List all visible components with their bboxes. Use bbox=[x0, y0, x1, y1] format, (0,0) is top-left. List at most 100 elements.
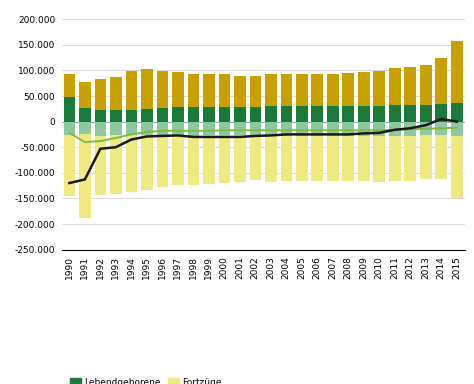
Bar bbox=[389, 68, 401, 105]
Bar bbox=[436, 58, 447, 104]
Bar bbox=[420, 105, 432, 122]
Bar bbox=[358, 122, 370, 136]
Bar bbox=[126, 110, 137, 122]
Bar bbox=[451, 103, 463, 122]
Bar bbox=[219, 74, 230, 107]
Bar bbox=[389, 105, 401, 122]
Bar bbox=[203, 122, 215, 136]
Bar bbox=[265, 136, 277, 182]
Bar bbox=[156, 108, 168, 122]
Bar bbox=[404, 136, 416, 181]
Bar bbox=[327, 122, 338, 136]
Bar bbox=[172, 73, 183, 107]
Bar bbox=[188, 136, 199, 185]
Bar bbox=[234, 136, 246, 182]
Bar bbox=[188, 107, 199, 122]
Bar bbox=[94, 122, 106, 136]
Bar bbox=[296, 122, 308, 136]
Bar bbox=[141, 69, 153, 109]
Bar bbox=[265, 106, 277, 122]
Bar bbox=[296, 106, 308, 122]
Bar bbox=[156, 71, 168, 108]
Bar bbox=[94, 110, 106, 122]
Bar bbox=[141, 109, 153, 122]
Bar bbox=[327, 106, 338, 122]
Bar bbox=[404, 122, 416, 136]
Bar bbox=[126, 122, 137, 136]
Bar bbox=[281, 74, 292, 106]
Bar bbox=[265, 74, 277, 106]
Bar bbox=[358, 106, 370, 122]
Bar bbox=[420, 65, 432, 105]
Bar bbox=[110, 122, 122, 136]
Bar bbox=[389, 122, 401, 136]
Bar bbox=[358, 73, 370, 106]
Bar bbox=[110, 77, 122, 110]
Bar bbox=[343, 136, 354, 181]
Bar bbox=[79, 134, 91, 218]
Bar bbox=[249, 136, 261, 180]
Bar bbox=[296, 136, 308, 181]
Bar bbox=[79, 122, 91, 134]
Bar bbox=[436, 122, 447, 136]
Bar bbox=[219, 136, 230, 183]
Bar bbox=[79, 82, 91, 108]
Bar bbox=[110, 136, 122, 194]
Bar bbox=[156, 136, 168, 187]
Bar bbox=[172, 136, 183, 185]
Bar bbox=[343, 122, 354, 136]
Bar bbox=[126, 136, 137, 192]
Bar bbox=[374, 71, 385, 106]
Bar bbox=[451, 41, 463, 103]
Bar bbox=[94, 136, 106, 195]
Bar bbox=[311, 122, 323, 136]
Bar bbox=[203, 136, 215, 184]
Bar bbox=[343, 73, 354, 106]
Bar bbox=[265, 122, 277, 136]
Bar bbox=[156, 122, 168, 136]
Bar bbox=[281, 106, 292, 122]
Bar bbox=[404, 67, 416, 105]
Bar bbox=[234, 76, 246, 107]
Bar bbox=[141, 122, 153, 135]
Bar bbox=[451, 122, 463, 136]
Bar bbox=[311, 74, 323, 106]
Bar bbox=[79, 108, 91, 122]
Bar bbox=[436, 136, 447, 179]
Bar bbox=[234, 122, 246, 136]
Bar bbox=[311, 136, 323, 181]
Bar bbox=[188, 122, 199, 136]
Bar bbox=[374, 136, 385, 182]
Bar bbox=[188, 74, 199, 107]
Bar bbox=[281, 136, 292, 181]
Bar bbox=[436, 104, 447, 122]
Legend: Lebendgeborene, Gestorbene, Zuzüge, Fortzüge, Saldo der Geburten und Todesfälle,: Lebendgeborene, Gestorbene, Zuzüge, Fort… bbox=[66, 374, 343, 384]
Bar bbox=[358, 136, 370, 181]
Bar bbox=[64, 135, 75, 196]
Bar bbox=[234, 107, 246, 122]
Bar bbox=[374, 122, 385, 136]
Bar bbox=[249, 122, 261, 136]
Bar bbox=[249, 107, 261, 122]
Bar bbox=[281, 122, 292, 136]
Bar bbox=[203, 107, 215, 122]
Bar bbox=[389, 136, 401, 181]
Bar bbox=[374, 106, 385, 122]
Bar bbox=[110, 110, 122, 122]
Bar bbox=[64, 74, 75, 97]
Bar bbox=[219, 107, 230, 122]
Bar bbox=[172, 107, 183, 122]
Bar bbox=[420, 122, 432, 136]
Bar bbox=[64, 122, 75, 135]
Bar bbox=[404, 105, 416, 122]
Bar bbox=[343, 106, 354, 122]
Bar bbox=[249, 76, 261, 107]
Bar bbox=[219, 122, 230, 136]
Bar bbox=[420, 136, 432, 179]
Bar bbox=[327, 136, 338, 181]
Bar bbox=[327, 74, 338, 106]
Bar bbox=[126, 71, 137, 110]
Bar bbox=[141, 135, 153, 190]
Bar bbox=[296, 74, 308, 106]
Bar bbox=[311, 106, 323, 122]
